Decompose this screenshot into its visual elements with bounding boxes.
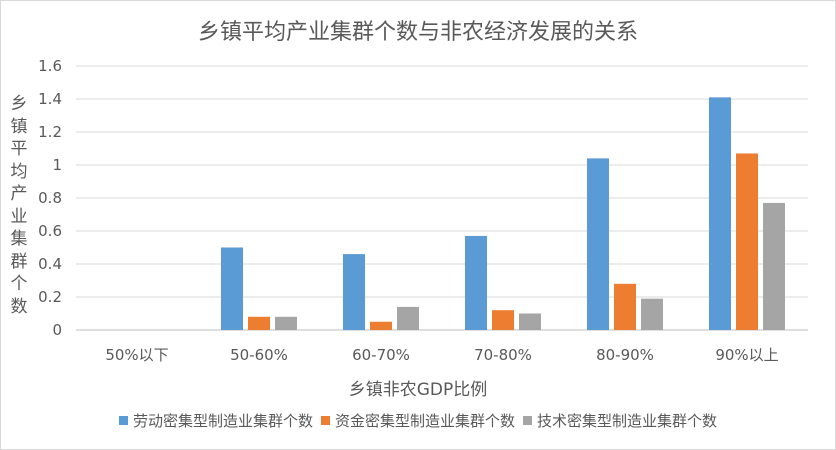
y-axis-label: 乡镇平均产业集群个数 [10, 94, 28, 317]
legend-swatch-labor [118, 416, 128, 425]
bar-tech [641, 298, 663, 330]
legend: 劳动密集型制造业集群个数 资金密集型制造业集群个数 技术密集型制造业集群个数 [0, 410, 836, 431]
legend-item-capital: 资金密集型制造业集群个数 [320, 410, 515, 431]
legend-swatch-capital [320, 416, 330, 425]
bar-labor [587, 158, 609, 330]
legend-label-tech: 技术密集型制造业集群个数 [537, 412, 718, 430]
x-tick-label: 60-70% [352, 346, 410, 364]
bar-tech [763, 202, 785, 330]
chart-title: 乡镇平均产业集群个数与非农经济发展的关系 [197, 20, 638, 45]
y-tick-label: 0.8 [38, 189, 62, 207]
x-tick-label: 70-80% [474, 346, 532, 364]
bar-labor [709, 97, 731, 330]
legend-label-labor: 劳动密集型制造业集群个数 [132, 412, 313, 430]
y-tick-label: 0.6 [38, 222, 62, 240]
x-axis-ticks: 50%以下 50-60% 60-70% 70-80% 80-90% 90%以上 [105, 346, 778, 364]
legend-item-tech: 技术密集型制造业集群个数 [523, 410, 717, 431]
x-tick-label: 50%以下 [105, 346, 168, 364]
bars [221, 97, 785, 330]
bar-tech [275, 316, 297, 330]
legend-label-capital: 资金密集型制造业集群个数 [334, 412, 515, 430]
bar-labor [465, 235, 487, 330]
bar-capital [736, 153, 758, 330]
x-tick-label: 50-60% [230, 346, 288, 364]
y-tick-label: 0.2 [38, 288, 62, 306]
y-tick-label: 1.4 [38, 90, 62, 108]
y-tick-label: 1 [52, 156, 62, 174]
y-axis-ticks: 0 0.2 0.4 0.6 0.8 1 1.2 1.4 1.6 [38, 57, 62, 339]
x-axis-label: 乡镇非农GDP比例 [348, 380, 488, 400]
y-tick-label: 0.4 [38, 255, 62, 273]
bar-capital [248, 316, 270, 330]
y-tick-label: 0 [52, 321, 62, 339]
x-tick-label: 80-90% [596, 346, 654, 364]
bar-capital [370, 321, 392, 330]
bar-tech [397, 306, 419, 330]
y-tick-label: 1.2 [38, 123, 62, 141]
bar-capital [492, 310, 514, 330]
bar-tech [519, 313, 541, 330]
bar-capital [614, 283, 636, 330]
bar-labor [343, 254, 365, 330]
y-tick-label: 1.6 [38, 57, 62, 75]
bar-labor [221, 247, 243, 330]
gridlines [76, 65, 808, 331]
legend-swatch-tech [523, 416, 532, 425]
legend-item-labor: 劳动密集型制造业集群个数 [118, 410, 313, 431]
x-tick-label: 90%以上 [715, 346, 778, 364]
